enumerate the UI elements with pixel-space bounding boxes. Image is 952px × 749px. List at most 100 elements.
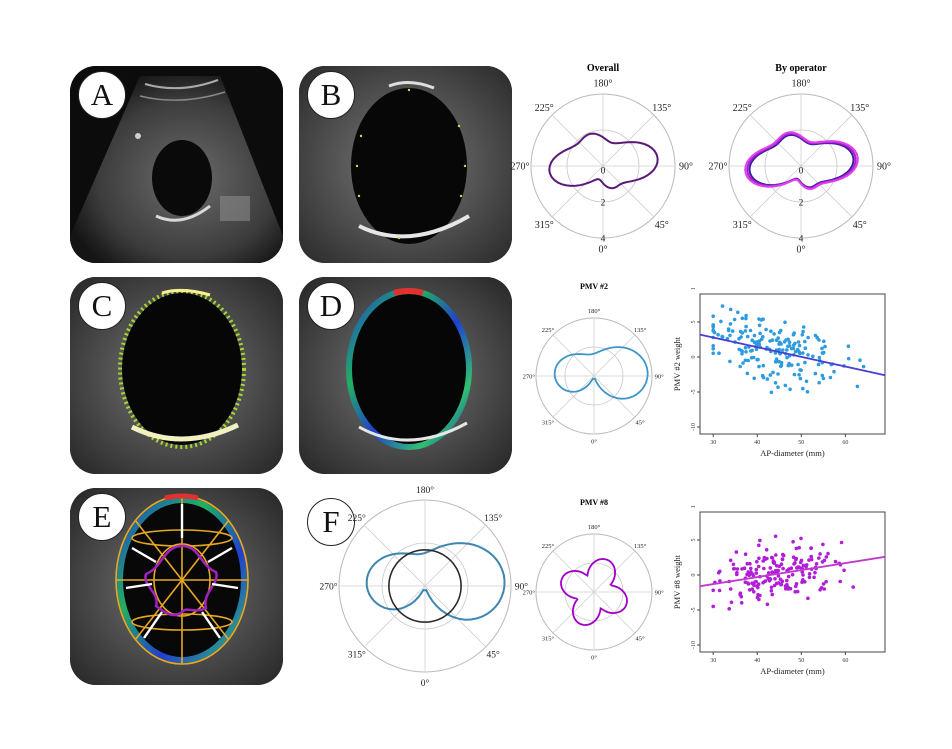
scatter-point bbox=[773, 360, 778, 364]
scatter-point bbox=[801, 325, 806, 329]
scatter-point bbox=[768, 373, 773, 377]
scatter-point bbox=[839, 540, 844, 545]
scatter-point bbox=[820, 373, 825, 378]
scatter-point bbox=[787, 361, 791, 366]
scatter-point bbox=[744, 313, 748, 318]
scatter-point bbox=[846, 344, 851, 348]
scatter-point bbox=[711, 325, 715, 329]
scatter-point bbox=[806, 335, 810, 340]
polar-pmv8: PMV #8 180° 135° 90° 45° 0° 315° 270° 225° bbox=[523, 496, 664, 676]
ultrasound-image-e bbox=[70, 488, 283, 685]
scatter-xtick: 40 bbox=[754, 440, 760, 446]
scatter-point bbox=[820, 346, 824, 351]
polar-operator-angle-label: 270° bbox=[709, 162, 728, 173]
scatter-point bbox=[769, 589, 774, 593]
scatter-point bbox=[761, 580, 765, 585]
scatter-point bbox=[769, 585, 774, 590]
scatter-point bbox=[781, 566, 785, 571]
scatter-point bbox=[793, 349, 798, 354]
scatter-point bbox=[821, 582, 826, 586]
polar-operator-grid bbox=[728, 93, 874, 239]
scatter-point bbox=[818, 588, 822, 592]
polar-f-angle-label: 270° bbox=[320, 581, 338, 592]
scatter-point bbox=[785, 578, 789, 583]
scatter-point bbox=[842, 568, 846, 573]
polar-pmv8-grid bbox=[535, 533, 653, 651]
polar-operator-radial-label: 4 bbox=[799, 235, 804, 245]
scatter-ylabel: PMV #2 weight bbox=[672, 336, 682, 391]
scatter-point bbox=[821, 350, 826, 355]
scatter-point bbox=[720, 334, 724, 339]
scatter-point bbox=[780, 579, 785, 584]
scatter-point bbox=[728, 322, 733, 326]
polar-pmv2-title: PMV #2 bbox=[580, 282, 608, 291]
scatter-point bbox=[774, 553, 778, 557]
polar-operator-radial-label: 0 bbox=[799, 167, 804, 177]
scatter-point bbox=[743, 329, 748, 333]
polar-pmv8-angle-label: 135° bbox=[634, 543, 647, 550]
scatter-pmv8: 30 40 50 60 -10 -5 0 5 10 AP-diameter (mm) PMV #8 … bbox=[670, 506, 890, 690]
scatter-point bbox=[777, 564, 782, 569]
scatter-point bbox=[732, 566, 737, 571]
scatter-point bbox=[754, 347, 759, 352]
panel-label-c: C bbox=[78, 282, 126, 330]
scatter-point bbox=[800, 570, 804, 574]
scatter-point bbox=[767, 579, 772, 583]
scatter-point bbox=[712, 330, 717, 335]
scatter-point bbox=[745, 371, 750, 376]
scatter-point bbox=[776, 568, 780, 573]
scatter-point bbox=[782, 340, 787, 344]
scatter-point bbox=[780, 557, 785, 562]
polar-pmv2-angle-label: 180° bbox=[588, 308, 601, 315]
scatter-point bbox=[801, 563, 806, 568]
scatter-point bbox=[772, 560, 776, 564]
scatter-point bbox=[779, 360, 784, 365]
scatter-point bbox=[765, 377, 770, 381]
scatter-point bbox=[813, 371, 818, 376]
scatter-point bbox=[745, 572, 749, 577]
scatter-ytick: 5 bbox=[691, 539, 697, 542]
scatter-point bbox=[752, 583, 756, 587]
polar-overall-angle-label: 270° bbox=[511, 162, 530, 173]
scatter-point bbox=[765, 602, 770, 607]
scatter-point bbox=[787, 344, 792, 348]
scatter-point bbox=[803, 360, 807, 365]
polar-overall-title: Overall bbox=[587, 63, 619, 74]
scatter-point bbox=[716, 332, 720, 337]
panel-d-ultrasound: D bbox=[299, 277, 512, 474]
panel-label-f: F bbox=[307, 498, 355, 546]
scatter-point bbox=[731, 562, 736, 567]
scatter-point bbox=[783, 587, 788, 591]
scatter-point bbox=[761, 363, 766, 368]
scatter-xtick: 60 bbox=[842, 440, 848, 446]
panel-b-ultrasound: B bbox=[299, 66, 512, 263]
polar-pmv2-angle-label: 0° bbox=[591, 438, 597, 445]
scatter-point bbox=[717, 588, 722, 593]
polar-operator-radial-label: 2 bbox=[799, 199, 804, 209]
scatter-point bbox=[736, 310, 740, 315]
scatter-point bbox=[806, 353, 810, 357]
scatter-point bbox=[758, 538, 762, 543]
scatter-point bbox=[776, 385, 780, 389]
polar-pmv8-title: PMV #8 bbox=[580, 498, 608, 507]
scatter-point bbox=[778, 340, 782, 345]
scatter-point bbox=[785, 348, 789, 352]
scatter-point bbox=[809, 554, 813, 559]
scatter-point bbox=[785, 355, 789, 360]
scatter-point bbox=[789, 363, 794, 367]
scatter-point bbox=[792, 372, 797, 377]
polar-operator-angle-label: 45° bbox=[853, 220, 867, 231]
scatter-point bbox=[728, 587, 733, 591]
polar-operator-title: By operator bbox=[775, 63, 827, 74]
scatter-point bbox=[800, 333, 805, 337]
scatter-point bbox=[711, 351, 715, 356]
scatter-point bbox=[754, 567, 759, 572]
scatter-point bbox=[758, 593, 762, 598]
scatter-ytick: 10 bbox=[691, 288, 697, 290]
scatter-point bbox=[803, 339, 807, 344]
scatter-point bbox=[801, 329, 805, 334]
scatter-pmv2: 30 40 50 60 -10 -5 0 5 10 AP-diameter (mm) PMV #2 … bbox=[670, 288, 890, 472]
scatter-point bbox=[822, 587, 826, 591]
scatter-point bbox=[773, 577, 777, 581]
polar-pmv8-angle-label: 270° bbox=[523, 589, 536, 596]
